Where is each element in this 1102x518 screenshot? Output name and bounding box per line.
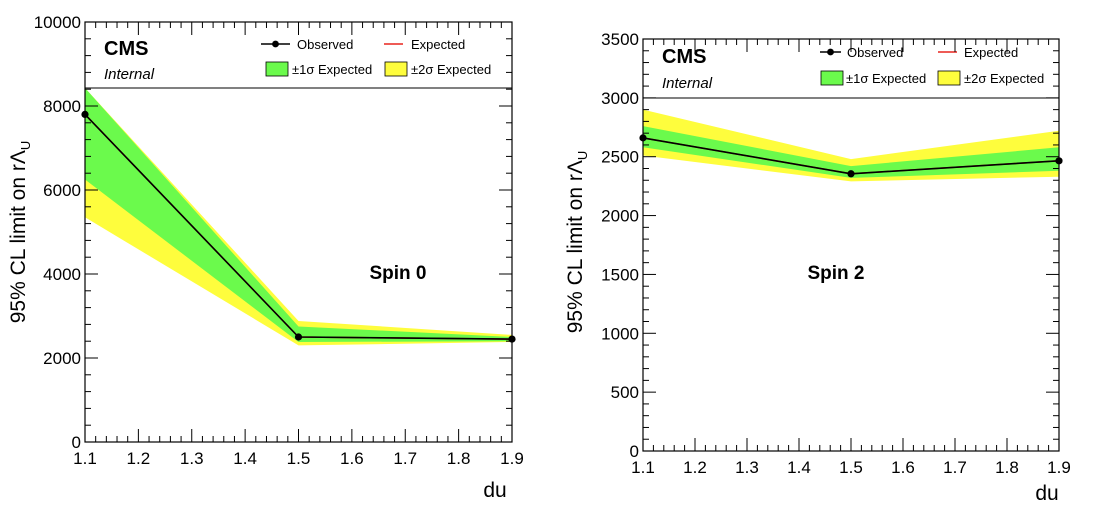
y-tick-label: 1000 — [601, 324, 639, 343]
legend-observed-marker — [827, 48, 834, 56]
axes-spin0: 1.1 1.2 1.3 1.4 1.5 1.6 1.7 1.8 1.9 0 2000 4000 6000… — [34, 13, 524, 468]
y-tick-label: 0 — [72, 433, 81, 452]
y-tick-label: 6000 — [43, 181, 81, 200]
x-tick-label: 1.6 — [340, 449, 364, 468]
legend-1sigma-swatch — [820, 70, 844, 86]
y-tick-label: 2000 — [601, 207, 639, 226]
y-tick-label: 3000 — [601, 89, 639, 108]
legend-spin2: Observed Expected ±1σ Expected ±2σ Expec… — [820, 45, 1044, 86]
legend-expected-label: Expected — [964, 45, 1018, 60]
band-2sigma — [85, 88, 512, 346]
y-axis-label: 95% CL limit on rΛU — [7, 141, 33, 324]
x-tick-label: 1.9 — [500, 449, 524, 468]
legend-observed-marker — [272, 40, 279, 48]
y-tick-label: 4000 — [43, 265, 81, 284]
legend-1sigma-swatch — [265, 61, 289, 77]
x-tick-label: 1.4 — [787, 458, 811, 477]
x-tick-label: 1.8 — [447, 449, 471, 468]
legend-2sigma-swatch — [937, 70, 961, 86]
y-tick-label: 2000 — [43, 349, 81, 368]
x-tick-label: 1.6 — [891, 458, 915, 477]
legend-spin0: Observed Expected ±1σ Expected ±2σ Expec… — [261, 37, 491, 77]
legend-expected-label: Expected — [411, 37, 465, 52]
x-axis-label: du — [483, 479, 506, 502]
x-tick-label: 1.2 — [127, 449, 151, 468]
x-tick-label: 1.5 — [287, 449, 311, 468]
x-tick-label: 1.9 — [1047, 458, 1071, 477]
legend-2sigma-label: ±2σ Expected — [964, 71, 1044, 86]
observed-point — [294, 333, 303, 341]
experiment-label: CMS — [104, 38, 148, 60]
x-tick-label: 1.2 — [683, 458, 707, 477]
band-1sigma — [85, 88, 512, 342]
legend-2sigma-label: ±2σ Expected — [411, 62, 491, 77]
legend-1sigma-label: ±1σ Expected — [292, 62, 372, 77]
plot-frame-spin0 — [84, 21, 513, 443]
y-tick-label: 1500 — [601, 265, 639, 284]
legend-observed-label: Observed — [297, 37, 353, 52]
bands-spin2 — [643, 109, 1059, 182]
bands-spin0 — [85, 88, 512, 346]
panel-spin0: Observed Expected ±1σ Expected ±2σ Expec… — [7, 13, 524, 502]
x-tick-label: 1.3 — [735, 458, 759, 477]
observed-point — [847, 170, 855, 178]
x-tick-label: 1.3 — [180, 449, 204, 468]
x-tick-label: 1.7 — [943, 458, 967, 477]
status-label: Internal — [662, 75, 713, 92]
status-label: Internal — [104, 66, 155, 83]
x-axis-label: du — [1035, 482, 1058, 505]
x-tick-label: 1.1 — [73, 449, 97, 468]
x-tick-label: 1.8 — [995, 458, 1019, 477]
y-axis-label: 95% CL limit on rΛU — [564, 151, 590, 334]
x-tick-label: 1.4 — [233, 449, 257, 468]
panel-spin2: Observed Expected ±1σ Expected ±2σ Expec… — [564, 30, 1071, 505]
axes-spin2: 1.1 1.2 1.3 1.4 1.5 1.6 1.7 1.8 1.9 0 500 1000 1500 2… — [601, 30, 1071, 477]
spin-label: Spin 2 — [807, 263, 864, 284]
x-tick-label: 1.5 — [839, 458, 863, 477]
experiment-label: CMS — [662, 46, 706, 68]
y-tick-label: 3500 — [601, 30, 639, 49]
x-tick-label: 1.7 — [393, 449, 417, 468]
y-tick-label: 0 — [630, 442, 639, 461]
plot-frame-spin2 — [642, 38, 1060, 452]
spin-label: Spin 0 — [369, 263, 426, 284]
legend-observed-label: Observed — [847, 45, 903, 60]
lines-spin0 — [81, 110, 516, 343]
legend-2sigma-swatch — [384, 61, 408, 77]
y-tick-label: 10000 — [34, 13, 81, 32]
y-tick-label: 8000 — [43, 97, 81, 116]
y-tick-label: 2500 — [601, 148, 639, 167]
y-tick-label: 500 — [611, 383, 639, 402]
band-1sigma — [643, 126, 1059, 178]
x-tick-label: 1.1 — [631, 458, 655, 477]
legend-1sigma-label: ±1σ Expected — [846, 71, 926, 86]
